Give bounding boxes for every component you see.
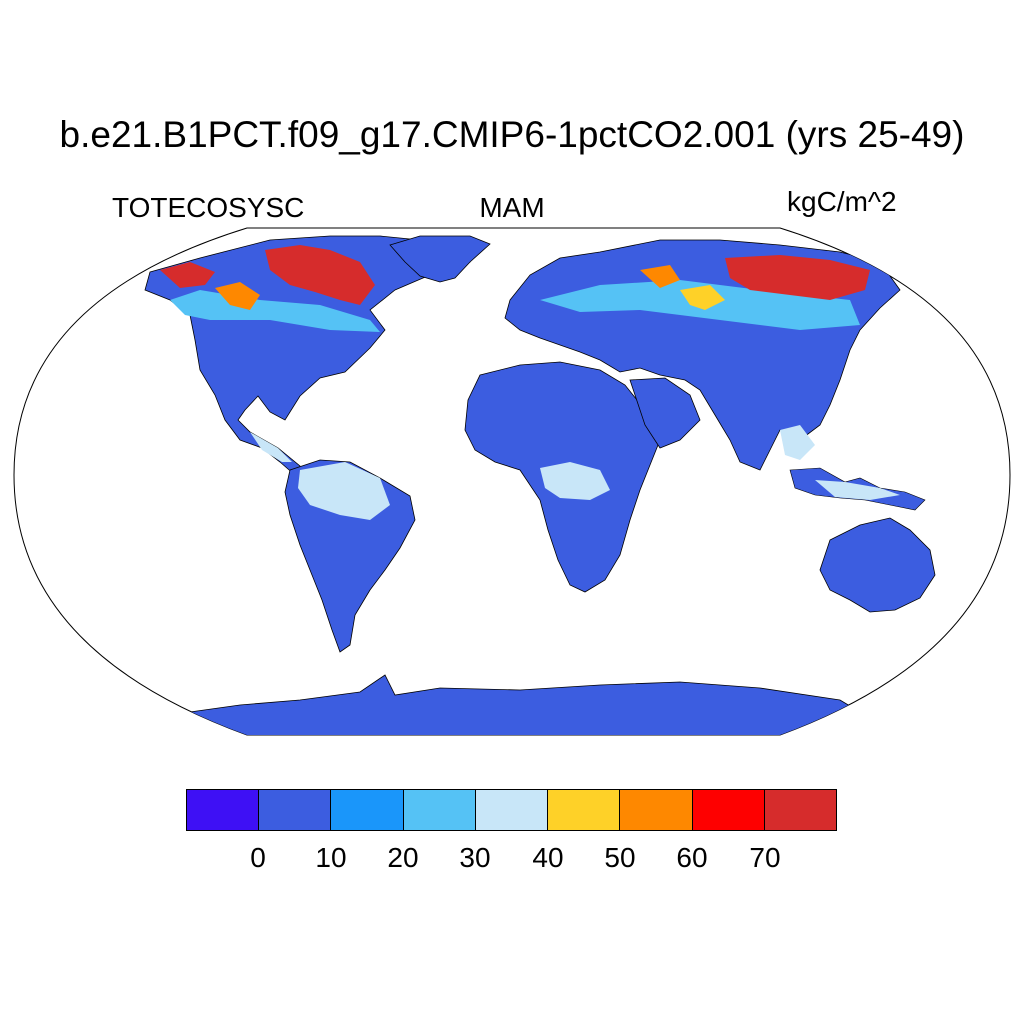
units-label: kgC/m^2 [787,186,897,217]
colorbar-box [475,790,549,830]
colorbar-tick: 60 [676,842,708,873]
colorbar-box [620,790,693,830]
colorbar-tick: 40 [532,842,564,873]
colorbar-box [259,790,332,830]
colorbar-tick: 10 [315,842,347,873]
variable-label: TOTECOSYSC [112,192,305,223]
colorbar-tick: 30 [459,842,491,873]
colorbar-box [403,790,476,830]
greenland [389,235,491,283]
siberia-yellow [680,285,725,310]
colorbar-box [692,790,765,830]
colorbar-box [548,790,621,830]
siberia-red [725,255,870,300]
australia [819,517,936,613]
canada-peat-red [265,245,375,305]
amazon-high-carbon [298,462,390,520]
se-asia-light [780,425,815,460]
colorbar-tick: 70 [749,842,781,873]
colorbar-tick: 20 [387,842,419,873]
indonesia-light [815,480,900,500]
boreal-band-na [170,290,380,332]
land-masses [144,235,936,735]
arabia [629,377,701,449]
colorbar-tick: 0 [250,842,266,873]
plot-title: b.e21.B1PCT.f09_g17.CMIP6-1pctCO2.001 (y… [59,114,965,155]
colorbar [186,789,837,831]
congo-high-carbon [540,462,610,500]
colorbar-tick: 50 [604,842,636,873]
west-siberia-orange [640,265,680,288]
season-label: MAM [479,192,545,223]
central-america [250,432,292,462]
colorbar-box [764,790,836,830]
alaska-red [160,262,215,288]
colorbar-box [187,790,260,830]
canada-orange [215,282,260,310]
colorbar-box [331,790,404,830]
